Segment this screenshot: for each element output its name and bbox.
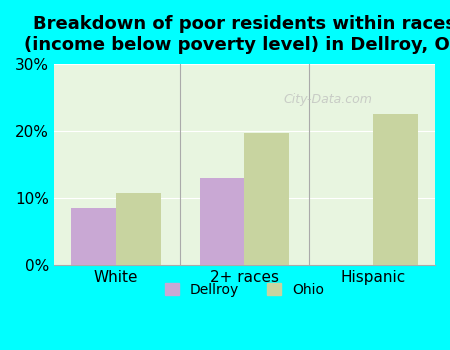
Bar: [116, 193, 161, 265]
Text: City-Data.com: City-Data.com: [284, 93, 373, 106]
Bar: [244, 133, 289, 265]
Title: Breakdown of poor residents within races
(income below poverty level) in Dellroy: Breakdown of poor residents within races…: [24, 15, 450, 54]
Bar: [71, 208, 116, 265]
Bar: [373, 114, 418, 265]
Legend: Dellroy, Ohio: Dellroy, Ohio: [159, 278, 329, 302]
Bar: [199, 178, 244, 265]
